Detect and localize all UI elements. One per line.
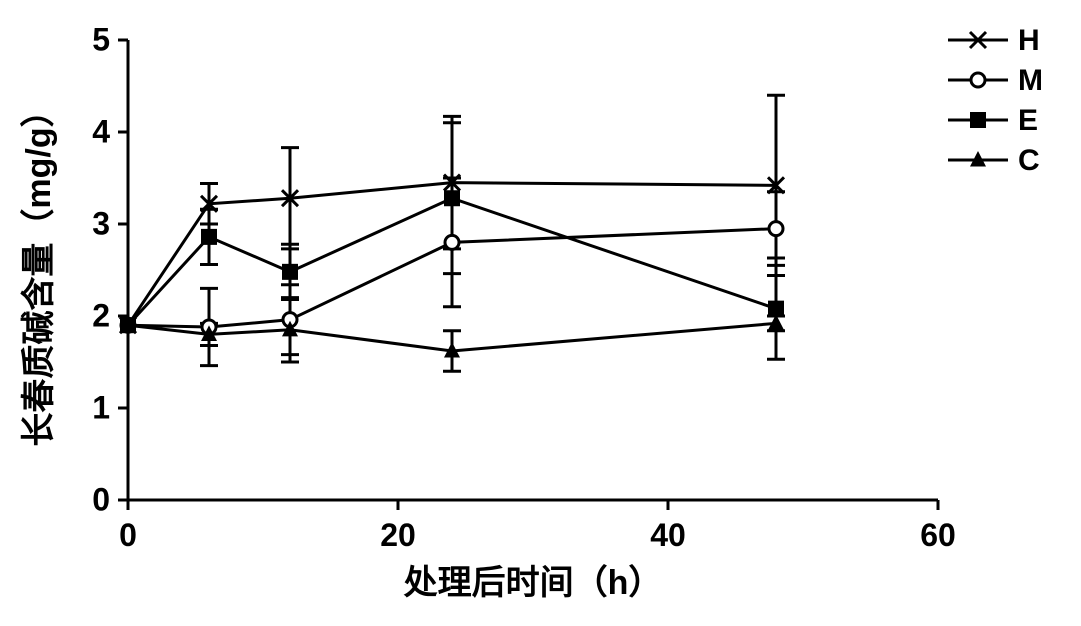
y-tick-label: 3 — [92, 206, 110, 242]
y-tick-label: 0 — [92, 482, 110, 518]
x-tick-label: 40 — [650, 517, 686, 553]
y-tick-label: 2 — [92, 298, 110, 334]
y-axis-label: 长春质碱含量（mg/g） — [19, 93, 58, 446]
legend-label-E: E — [1018, 104, 1038, 137]
line-chart: 0 20 40 60 0 1 2 3 4 5 处理后时间（h） 长春质碱含量（mg/g） HMEC — [0, 0, 1081, 626]
x-tick-label: 0 — [119, 517, 137, 553]
y-tick-label: 1 — [92, 390, 110, 426]
x-axis-label: 处理后时间（h） — [403, 563, 663, 602]
x-tick-label: 60 — [920, 517, 956, 553]
x-tick-label: 20 — [380, 517, 416, 553]
y-tick-label: 5 — [92, 22, 110, 58]
legend-label-C: C — [1018, 144, 1040, 177]
legend-label-M: M — [1018, 64, 1043, 97]
y-tick-label: 4 — [92, 114, 110, 150]
legend-label-H: H — [1018, 24, 1040, 57]
